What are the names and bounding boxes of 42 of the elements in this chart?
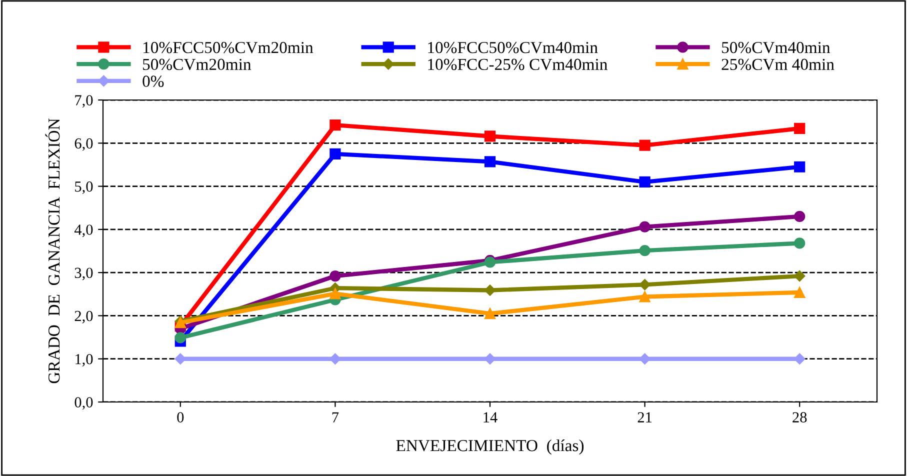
point [639, 221, 650, 232]
point [484, 156, 496, 168]
y-tick-label: 0,0 [74, 397, 93, 410]
point [794, 122, 806, 134]
point [639, 291, 650, 302]
y-tick-label: 7,0 [75, 95, 93, 108]
y-axis-title: GRADO DE GANANCIA FLEXIÓN [45, 118, 60, 384]
point [330, 148, 341, 160]
point [794, 270, 806, 282]
point [330, 119, 341, 131]
y-tick-label: 1,0 [76, 354, 93, 367]
point [484, 130, 496, 142]
x-tick-label: 7 [332, 412, 339, 422]
x-tick-label: 21 [638, 412, 652, 422]
point [794, 238, 806, 249]
legend-label: 25%CVm 40min [722, 58, 834, 70]
point [639, 245, 650, 256]
point [639, 176, 650, 188]
point [484, 308, 496, 320]
y-tick-label: 3,0 [74, 268, 93, 280]
point [330, 270, 341, 282]
x-axis-title: ENVEJECIMIENTO (días) [396, 439, 584, 455]
y-tick-label: 6,0 [74, 138, 93, 151]
y-tick-label: 2,0 [74, 310, 93, 324]
legend-label: 0% [142, 76, 164, 87]
legend-label: 10%FCC-25% CVm40min [428, 58, 608, 70]
point [330, 288, 341, 300]
legend-label: 10%FCC50%CVm20min [144, 42, 314, 54]
x-tick-label: 0 [177, 412, 184, 422]
y-tick-label: 5,0 [75, 181, 93, 194]
point [794, 210, 806, 222]
x-tick-label: 14 [484, 412, 498, 422]
point [794, 161, 806, 172]
point [174, 332, 186, 344]
point [794, 286, 806, 298]
legend-label: 50%CVm20min [143, 58, 252, 70]
legend-label: 10%FCC50%CVm40min [428, 42, 598, 54]
legend-label: 50%CVm40min [722, 42, 830, 54]
y-tick-label: 4,0 [74, 224, 93, 238]
x-tick-label: 28 [792, 412, 807, 422]
point [639, 140, 650, 151]
point [639, 279, 650, 290]
